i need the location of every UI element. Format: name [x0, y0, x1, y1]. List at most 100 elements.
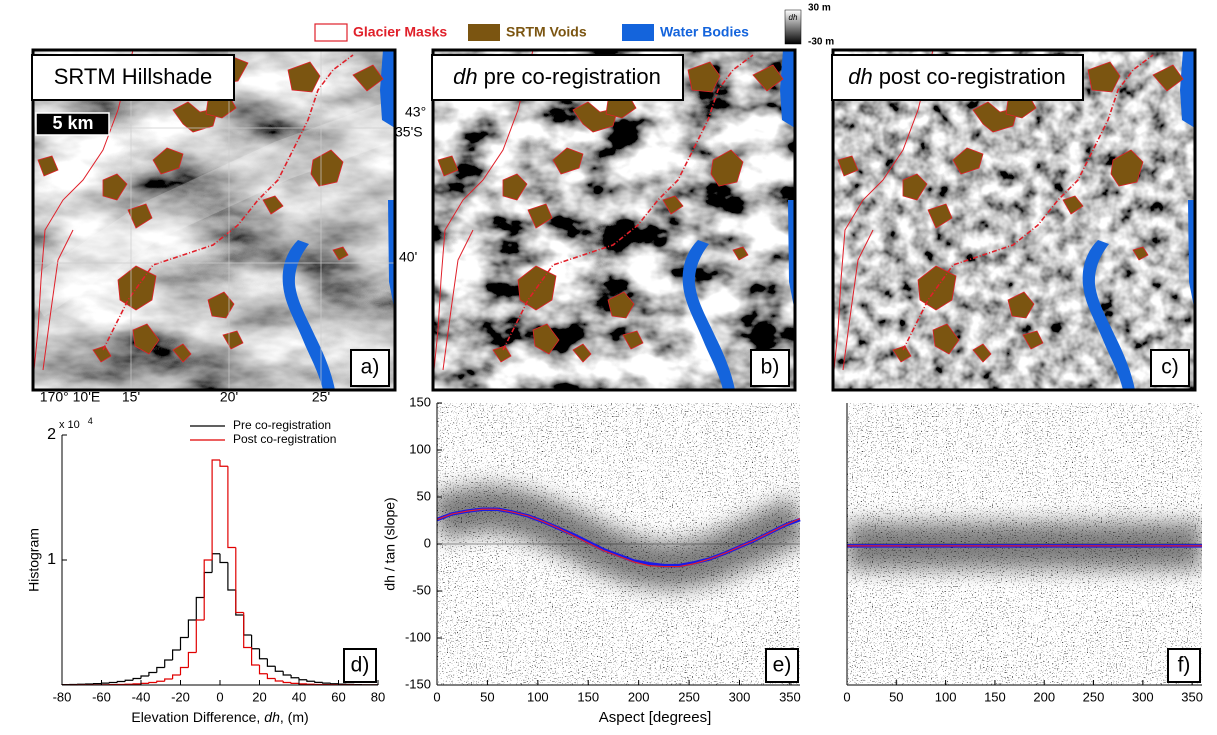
lat-label: 40': [399, 249, 417, 265]
panel-label: a): [361, 356, 380, 379]
x-tick-label: 0: [433, 689, 440, 704]
histogram-step: [274, 678, 284, 682]
histogram-step: [187, 651, 197, 668]
lon-label: 20': [220, 389, 238, 405]
panel-label: e): [773, 654, 792, 677]
histogram-step: [195, 596, 205, 620]
map-panel: SRTM Hillshade 5 km a) 43° 35'S 40' 170°…: [31, 48, 426, 405]
x-tick-label: 200: [628, 689, 650, 704]
y-tick-label: 0: [424, 535, 431, 550]
x-tick-label: 250: [1083, 689, 1105, 704]
y-tick-label: -100: [405, 629, 431, 644]
chart: 0 50 100 150 200 250 300 350 f): [843, 403, 1203, 704]
y-multiplier-exp: 4: [88, 416, 93, 426]
y-multiplier: x 10 4: [59, 416, 93, 431]
panel-label: c): [1161, 356, 1179, 379]
x-tick-label: 0: [843, 689, 850, 704]
legend-label: SRTM Voids: [506, 24, 587, 40]
panel-label: d): [351, 654, 370, 677]
legend-swatch: [468, 24, 500, 41]
y-tick-label: 1: [47, 551, 56, 568]
y-tick-label: -50: [412, 582, 431, 597]
histogram-step: [124, 679, 134, 682]
histogram-step: [156, 666, 165, 673]
y-tick-label: -150: [405, 676, 431, 691]
legend-label: Post co-registration: [233, 432, 336, 446]
colorbar-min: -30 m: [808, 37, 834, 48]
histogram-step: [266, 673, 276, 680]
histogram-step: [148, 671, 157, 676]
lat-label: 43°: [405, 104, 426, 120]
x-axis-label-part: , (m): [280, 709, 309, 725]
histogram-step: [219, 460, 228, 467]
y-axis-label: Histogram: [26, 528, 42, 592]
histogram-step: [274, 666, 284, 672]
y-tick-label: 100: [409, 441, 431, 456]
legend-label: Glacier Masks: [353, 24, 447, 40]
histogram-step: [227, 562, 236, 591]
y-axis-label: dh / tan (slope): [382, 497, 398, 590]
histogram-step: [116, 680, 126, 683]
x-tick-label: 20: [252, 689, 266, 704]
y-multiplier-base: x 10: [59, 419, 80, 431]
panel-box: [343, 648, 377, 683]
panel-box: [765, 648, 799, 683]
x-tick-label: -20: [171, 689, 190, 704]
x-tick-label: 300: [1132, 689, 1154, 704]
map-panel: dh pre co-registration b): [431, 48, 797, 392]
histogram-step: [172, 649, 181, 660]
histogram-step: [258, 665, 268, 675]
map-title: SRTM Hillshade: [54, 64, 213, 89]
chart: 0 50 100 150 200 250 300 350 -150 -100 -50 0 50 100 15…: [382, 394, 801, 726]
fit-line: [436, 508, 801, 568]
panel-label: b): [761, 356, 780, 379]
histogram-step: [235, 590, 244, 616]
histogram-step: [211, 459, 220, 560]
histogram-step: [195, 619, 205, 653]
y-tick-label: 150: [409, 394, 431, 409]
x-tick-label: 300: [729, 689, 751, 704]
map-title-var: dh: [848, 64, 872, 89]
x-tick-label: 50: [480, 689, 494, 704]
histogram-step: [140, 675, 149, 679]
y-tick-label: 50: [417, 488, 431, 503]
map-panel: dh post co-registration c): [831, 48, 1197, 392]
x-tick-label: 250: [678, 689, 700, 704]
histogram-step: [330, 683, 339, 685]
map-title-text: pre co-registration: [484, 64, 661, 89]
histogram-step: [322, 682, 331, 684]
legend-swatch: [622, 24, 654, 41]
histogram-step: [140, 682, 149, 684]
histogram-step: [258, 648, 268, 660]
histogram-step: [172, 674, 181, 679]
x-tick-label: -60: [92, 689, 111, 704]
histogram-step: [132, 677, 141, 681]
lon-label: 25': [312, 389, 330, 405]
x-axis-label-part: dh: [264, 709, 280, 725]
histogram-step: [187, 619, 197, 638]
histogram-step: [179, 666, 189, 675]
histogram-step: [108, 681, 118, 684]
x-tick-label: 40: [292, 689, 306, 704]
histogram-step: [282, 671, 292, 676]
map-title-var: dh: [453, 64, 477, 89]
colorbar-max: 30 m: [808, 3, 831, 14]
histogram-step: [251, 647, 260, 666]
histogram-step: [298, 683, 307, 685]
x-tick-label: 200: [1033, 689, 1055, 704]
histogram-step: [148, 681, 157, 684]
histogram-step: [266, 658, 276, 667]
lon-label: 15': [122, 389, 140, 405]
x-tick-label: 60: [331, 689, 345, 704]
histogram-step: [219, 553, 228, 564]
legend-label: Pre co-registration: [233, 418, 331, 432]
x-tick-label: 80: [371, 689, 385, 704]
colorbar: [784, 9, 802, 45]
histogram-step: [243, 615, 252, 636]
x-tick-label: -80: [53, 689, 72, 704]
histogram-step: [156, 680, 165, 683]
x-tick-label: -40: [132, 689, 151, 704]
histogram-step: [164, 659, 173, 668]
